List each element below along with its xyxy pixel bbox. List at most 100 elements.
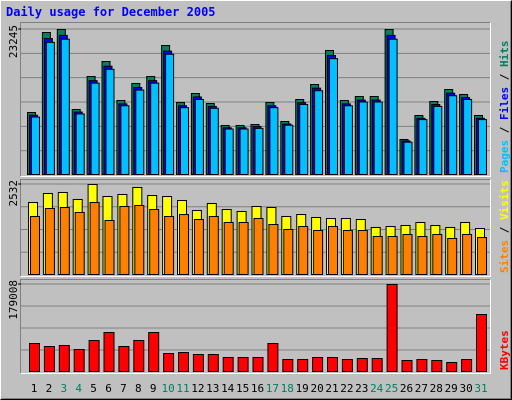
bar xyxy=(164,215,175,275)
bar xyxy=(431,360,443,373)
bar xyxy=(165,53,175,176)
bar xyxy=(208,215,219,275)
x-tick-label: 4 xyxy=(75,382,82,395)
bar xyxy=(222,356,234,373)
bar xyxy=(223,221,234,275)
bar xyxy=(463,99,473,175)
bar xyxy=(357,230,368,275)
x-tick-label: 5 xyxy=(90,382,97,395)
bar xyxy=(192,354,204,372)
bar xyxy=(224,128,234,176)
bar xyxy=(163,352,175,372)
plot-bevel xyxy=(20,279,491,374)
x-tick-label: 20 xyxy=(310,382,323,395)
bar xyxy=(118,345,130,373)
bar xyxy=(433,105,443,175)
bar xyxy=(133,339,145,372)
x-tick-label: 22 xyxy=(340,382,353,395)
x-tick-label: 27 xyxy=(415,382,428,395)
x-tick-label: 1 xyxy=(31,382,38,395)
bar xyxy=(314,90,324,175)
bar xyxy=(237,356,249,373)
bar xyxy=(239,128,249,176)
x-tick-label: 13 xyxy=(206,382,219,395)
bar xyxy=(209,107,219,175)
bar xyxy=(178,351,189,372)
bar xyxy=(31,116,40,176)
bar xyxy=(88,339,100,372)
bar xyxy=(73,349,85,373)
bar xyxy=(207,354,219,372)
bar xyxy=(356,358,368,373)
legend-separator: / xyxy=(498,120,511,140)
legend-separator: / xyxy=(498,67,511,87)
bar xyxy=(252,356,264,373)
bar xyxy=(448,95,458,175)
legend: KBytes xyxy=(498,330,511,370)
bar xyxy=(179,214,189,275)
bar xyxy=(268,224,279,276)
bar xyxy=(299,104,309,175)
plot-bevel xyxy=(20,179,491,277)
bar xyxy=(193,219,204,275)
bar xyxy=(446,361,458,372)
bar xyxy=(59,207,70,276)
x-tick-label: 18 xyxy=(281,382,294,395)
bar xyxy=(297,359,309,373)
bar xyxy=(462,233,473,275)
bar xyxy=(402,233,413,275)
bar xyxy=(341,359,353,373)
bar xyxy=(373,101,383,175)
bar xyxy=(120,105,130,175)
bar xyxy=(329,58,338,176)
bar xyxy=(45,41,55,175)
bar xyxy=(478,119,487,175)
legend-entry: Files xyxy=(498,87,511,120)
bar xyxy=(476,313,487,373)
bar xyxy=(43,345,55,373)
bar xyxy=(44,208,55,276)
x-tick-label: 14 xyxy=(221,382,235,395)
legend-separator: / xyxy=(498,220,511,240)
bar xyxy=(283,228,294,275)
bar xyxy=(447,237,458,275)
x-tick-label: 24 xyxy=(370,382,384,395)
bar xyxy=(328,226,338,275)
legend: Pages / Files / Hits xyxy=(498,41,511,174)
x-tick-label: 30 xyxy=(459,382,472,395)
x-tick-label: 25 xyxy=(385,382,398,395)
bar xyxy=(313,230,324,275)
bar xyxy=(180,107,189,175)
bar xyxy=(134,204,145,275)
bar xyxy=(30,215,40,275)
bar xyxy=(254,127,264,175)
bar xyxy=(342,230,353,275)
bar xyxy=(401,360,413,373)
x-tick-label: 16 xyxy=(251,382,264,395)
x-tick-label: 2 xyxy=(46,382,53,395)
x-tick-label: 21 xyxy=(325,382,338,395)
bar xyxy=(432,233,443,275)
bar xyxy=(119,205,130,275)
bar xyxy=(269,107,279,175)
x-tick-label: 17 xyxy=(266,382,279,395)
bar xyxy=(58,344,70,373)
bar xyxy=(60,38,70,175)
x-tick-label: 8 xyxy=(135,382,142,395)
bar xyxy=(387,236,398,275)
x-tick-label: 23 xyxy=(355,382,368,395)
y-tick-label: 2532 xyxy=(7,180,20,207)
bar xyxy=(477,237,487,276)
legend-entry: Visits xyxy=(498,180,511,220)
bar xyxy=(135,89,145,175)
plot-bevel xyxy=(20,279,491,374)
bar xyxy=(461,359,473,373)
bar xyxy=(267,343,279,372)
x-tick-label: 19 xyxy=(296,382,309,395)
bar xyxy=(75,113,85,175)
bar xyxy=(312,356,324,373)
bar xyxy=(29,343,40,372)
x-tick-label: 29 xyxy=(445,382,458,395)
bar xyxy=(388,38,398,175)
